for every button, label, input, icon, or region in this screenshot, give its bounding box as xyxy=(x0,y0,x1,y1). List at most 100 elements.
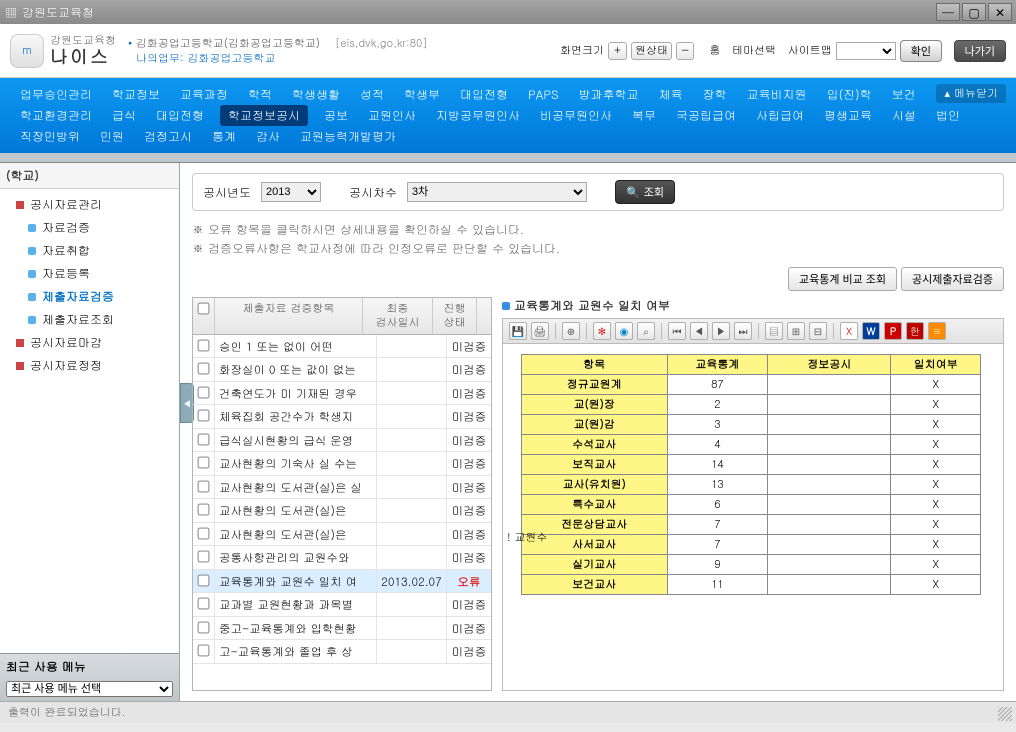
grid-row[interactable]: 중고-교육통계와 입학현황미검증 xyxy=(193,617,491,641)
tool-2-icon[interactable]: ◉ xyxy=(615,322,633,340)
nav-item[interactable]: 장학 xyxy=(699,84,731,105)
sidebar-item[interactable]: 제출자료조회 xyxy=(0,308,179,331)
expand-icon[interactable]: ⊞ xyxy=(787,322,805,340)
collapse-icon[interactable]: ⊟ xyxy=(809,322,827,340)
nav-item[interactable]: 성적 xyxy=(356,84,388,105)
grid-row[interactable]: 교과별 교원현황과 과목별미검증 xyxy=(193,593,491,617)
header-select[interactable] xyxy=(836,42,896,60)
grid-row[interactable]: 승인 1 또는 없이 어떤미검증 xyxy=(193,335,491,359)
tool-1-icon[interactable]: ✻ xyxy=(593,322,611,340)
check-all[interactable] xyxy=(198,303,210,315)
nav-item[interactable]: 방과후학교 xyxy=(575,84,643,105)
nav-item[interactable]: 보건 xyxy=(888,84,920,105)
nav-item[interactable]: 지방공무원인사 xyxy=(432,105,524,126)
minimize-button[interactable]: — xyxy=(936,3,960,21)
row-check[interactable] xyxy=(198,386,210,398)
nav-item[interactable]: 복무 xyxy=(628,105,660,126)
grid-row[interactable]: 건축연도가 미 기재된 경우미검증 xyxy=(193,382,491,406)
sidebar-item[interactable]: 자료검증 xyxy=(0,216,179,239)
nav-item[interactable]: 교육과정 xyxy=(176,84,232,105)
search-button[interactable]: 🔍 조회 xyxy=(615,180,675,204)
nav-item[interactable]: 급식 xyxy=(108,105,140,126)
row-check[interactable] xyxy=(198,621,210,633)
nav-item[interactable]: PAPS xyxy=(524,84,563,105)
row-check[interactable] xyxy=(198,598,210,610)
nav-item[interactable]: 학교정보공시 xyxy=(220,105,308,126)
sidebar-item[interactable]: 공시자료정정 xyxy=(0,354,179,377)
tool-3-icon[interactable]: ⌕ xyxy=(637,322,655,340)
nav-item[interactable]: 시설 xyxy=(888,105,920,126)
nav-item[interactable]: 감사 xyxy=(252,126,284,147)
year-select[interactable]: 2013 xyxy=(261,182,321,202)
rss-icon[interactable]: ≡ xyxy=(928,322,946,340)
next-page-icon[interactable]: ▶ xyxy=(712,322,730,340)
nav-item[interactable]: 입(진)학 xyxy=(823,84,876,105)
nav-item[interactable]: 검정고시 xyxy=(140,126,196,147)
row-check[interactable] xyxy=(198,410,210,422)
nav-item[interactable]: 공보 xyxy=(320,105,352,126)
zoom-reset-button[interactable]: 원상태 xyxy=(631,42,672,60)
hwp-icon[interactable]: 한 xyxy=(906,322,924,340)
nav-item[interactable]: 직장민방위 xyxy=(16,126,84,147)
nav-item[interactable]: 교원인사 xyxy=(364,105,420,126)
nav-item[interactable]: 통계 xyxy=(208,126,240,147)
row-check[interactable] xyxy=(198,433,210,445)
round-select[interactable]: 3차 xyxy=(407,182,587,202)
grid-row[interactable]: 교사현황의 도서관(실)은 실미검증 xyxy=(193,476,491,500)
tool-4-icon[interactable]: ▤ xyxy=(765,322,783,340)
sidebar-item[interactable]: 자료취합 xyxy=(0,239,179,262)
excel-icon[interactable]: X xyxy=(840,322,858,340)
grid-row[interactable]: 공통사항관리의 교원수와미검증 xyxy=(193,546,491,570)
print-icon[interactable]: 🖨 xyxy=(531,322,549,340)
sidebar-item[interactable]: 공시자료마감 xyxy=(0,331,179,354)
nav-item[interactable]: 학생부 xyxy=(400,84,444,105)
nav-item[interactable]: 국공립급여 xyxy=(672,105,740,126)
nav-item[interactable]: 사립급여 xyxy=(752,105,808,126)
first-page-icon[interactable]: ⏮ xyxy=(668,322,686,340)
nav-item[interactable]: 대입전형 xyxy=(152,105,208,126)
nav-item[interactable]: 학적 xyxy=(244,84,276,105)
row-check[interactable] xyxy=(198,480,210,492)
grid-row[interactable]: 교사현황의 도서관(실)은 미검증 xyxy=(193,499,491,523)
nav-item[interactable]: 학생생활 xyxy=(288,84,344,105)
home-link[interactable]: 홈 xyxy=(709,43,720,58)
nav-item[interactable]: 대입전형 xyxy=(456,84,512,105)
nav-item[interactable]: 학교정보 xyxy=(108,84,164,105)
row-check[interactable] xyxy=(198,574,210,586)
sidebar-item[interactable]: 제출자료검증 xyxy=(0,285,179,308)
row-check[interactable] xyxy=(198,457,210,469)
confirm-button[interactable]: 확인 xyxy=(900,40,942,62)
sidebar-item[interactable]: 자료등록 xyxy=(0,262,179,285)
grid-row[interactable]: 고-교육통계와 졸업 후 상미검증 xyxy=(193,640,491,664)
zoom-plus-button[interactable]: ＋ xyxy=(608,42,627,60)
zoom-icon[interactable]: ⊕ xyxy=(562,322,580,340)
theme-link[interactable]: 테마선택 xyxy=(732,43,776,58)
nav-item[interactable]: 교육비지원 xyxy=(743,84,811,105)
nav-item[interactable]: 교원능력개발평가 xyxy=(296,126,400,147)
grid-row[interactable]: 교육통계와 교원수 일치 여2013.02.07오류 xyxy=(193,570,491,594)
grid-row[interactable]: 급식실시현황의 급식 운영미검증 xyxy=(193,429,491,453)
recent-menu-select[interactable]: 최근 사용 메뉴 선택 xyxy=(6,681,173,697)
nav-close-button[interactable]: ▴ 메뉴닫기 xyxy=(936,84,1006,103)
nav-item[interactable]: 업무승인관리 xyxy=(16,84,96,105)
exit-button[interactable]: 나가기 xyxy=(954,40,1006,62)
compare-button[interactable]: 교육통계 비교 조회 xyxy=(788,267,897,291)
nav-item[interactable]: 평생교육 xyxy=(820,105,876,126)
row-check[interactable] xyxy=(198,339,210,351)
last-page-icon[interactable]: ⏭ xyxy=(734,322,752,340)
row-check[interactable] xyxy=(198,527,210,539)
zoom-minus-button[interactable]: − xyxy=(676,42,694,60)
prev-page-icon[interactable]: ◀ xyxy=(690,322,708,340)
resize-grip[interactable] xyxy=(998,707,1012,721)
sidebar-root[interactable]: 공시자료관리 xyxy=(0,193,179,216)
ppt-icon[interactable]: P xyxy=(884,322,902,340)
grid-row[interactable]: 화장실이 0 또는 값이 없는미검증 xyxy=(193,358,491,382)
row-check[interactable] xyxy=(198,363,210,375)
nav-item[interactable]: 민원 xyxy=(96,126,128,147)
nav-item[interactable]: 학교환경관리 xyxy=(16,105,96,126)
verify-button[interactable]: 공시제출자료검증 xyxy=(901,267,1004,291)
grid-row[interactable]: 교사현황의 도서관(실)은 미검증 xyxy=(193,523,491,547)
row-check[interactable] xyxy=(198,645,210,657)
save-icon[interactable]: 💾 xyxy=(509,322,527,340)
close-button[interactable]: ✕ xyxy=(988,3,1012,21)
